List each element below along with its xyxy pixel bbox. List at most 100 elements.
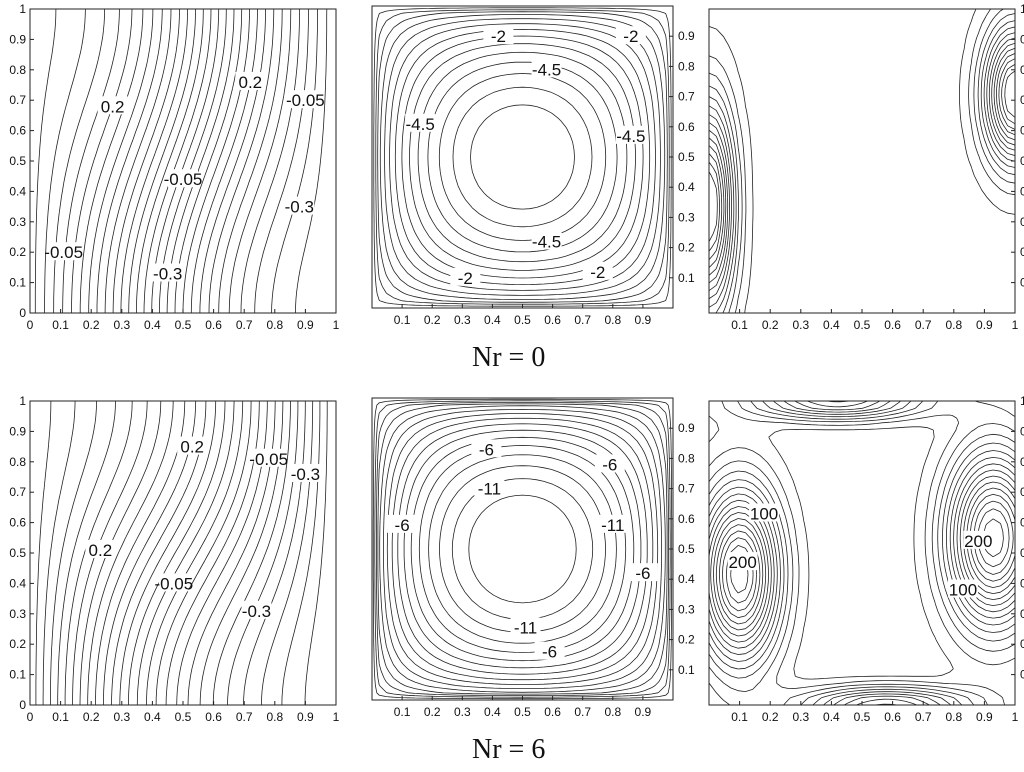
x-tick-label: 0.8 [604, 705, 621, 719]
x-tick-label: 0.3 [792, 710, 809, 724]
y-tick-label: 0.5 [9, 154, 26, 168]
contour-level-label: -2 [458, 269, 473, 288]
y-tick-label: 0.2 [9, 245, 26, 259]
x-tick-label: 0.6 [205, 318, 222, 332]
x-tick-label: 0.4 [823, 710, 840, 724]
x-tick-label: 0.3 [454, 313, 471, 327]
y-tick-label: 0.6 [1020, 124, 1024, 138]
level-label-bg [241, 600, 272, 619]
contour-panel-2: 0.1 0.2 0.3 0.4 0.5 0.6 0.7 0.8 0.9 0.1 0.2 0.3 0.4 0… [371, 5, 695, 327]
y-tick-label: 0.5 [1020, 546, 1024, 560]
level-label-bg [531, 231, 562, 250]
contour-level-label: -0.05 [164, 170, 203, 189]
contour-level-label: -11 [478, 480, 501, 499]
x-tick-label: 0.7 [915, 318, 932, 332]
contour-level-label: -6 [602, 455, 617, 474]
y-tick-label: 0.8 [9, 63, 26, 77]
x-tick-label: 0.9 [976, 318, 993, 332]
x-tick-label: 0.5 [514, 313, 531, 327]
contour-level-label: -4.5 [406, 115, 435, 134]
contour-level-label: 0.2 [180, 438, 204, 457]
x-tick-label: 0.1 [394, 313, 411, 327]
y-tick-label: 0.2 [678, 241, 695, 255]
contour-lines [372, 398, 673, 700]
x-tick-label: 0 [27, 710, 34, 724]
y-tick-label: 0 [19, 306, 26, 320]
contour-level-label: -6 [542, 643, 557, 662]
y-tick-label: 0.7 [9, 93, 26, 107]
x-tick-label: 0.5 [175, 710, 192, 724]
y-tick-label: 0.4 [678, 572, 695, 586]
x-tick-label: 0.9 [976, 710, 993, 724]
x-tick-label: 0.2 [424, 313, 441, 327]
y-tick-label: 0.1 [678, 663, 695, 677]
level-label-bg [597, 514, 628, 533]
panel-frame [29, 8, 337, 314]
x-tick-label: 0.6 [884, 710, 901, 724]
panel-frame [371, 5, 674, 309]
y-tick-label: 0.9 [9, 424, 26, 438]
x-tick-label: 0.9 [297, 710, 314, 724]
y-tick-label: 0.7 [678, 90, 695, 104]
level-label-bg [947, 579, 978, 598]
level-label-bg [627, 563, 658, 582]
x-tick-label: 0.8 [266, 710, 283, 724]
x-tick-label: 0.6 [544, 313, 561, 327]
y-tick-label: 0.2 [1020, 245, 1024, 259]
level-label-bg [253, 448, 284, 467]
contour-level-label: -6 [479, 440, 494, 459]
contour-level-label: -0.3 [242, 602, 271, 621]
level-label-bg [483, 26, 514, 45]
y-tick-label: 0.8 [678, 59, 695, 73]
y-tick-label: 0.4 [678, 180, 695, 194]
x-tick-label: 0.3 [454, 705, 471, 719]
y-tick-label: 0.4 [9, 184, 26, 198]
y-tick-label: 0.9 [678, 29, 695, 43]
x-tick-label: 0.1 [52, 710, 69, 724]
level-label-bg [582, 261, 613, 280]
x-tick-label: 1 [1012, 710, 1019, 724]
x-tick-label: 0.3 [113, 318, 130, 332]
y-tick-label: 0.8 [1020, 63, 1024, 77]
x-tick-label: 0.6 [544, 705, 561, 719]
level-label-bg [727, 552, 758, 571]
x-tick-label: 1 [333, 710, 340, 724]
level-label-bg [387, 514, 418, 533]
level-label-bg [97, 96, 128, 115]
contour-level-label: -4.5 [532, 60, 561, 79]
x-tick-label: 0.3 [113, 710, 130, 724]
y-tick-label: 0.2 [1020, 637, 1024, 651]
x-tick-label: 0.7 [574, 705, 591, 719]
y-tick-label: 0.1 [678, 271, 695, 285]
y-tick-label: 0.7 [9, 485, 26, 499]
y-tick-label: 0.1 [9, 276, 26, 290]
x-tick-label: 0.8 [266, 318, 283, 332]
contour-level-label: 200 [728, 553, 756, 572]
contour-level-label: 200 [964, 532, 992, 551]
y-tick-label: 0.9 [678, 421, 695, 435]
contour-level-label: -0.05 [249, 450, 288, 469]
level-label-bg [615, 125, 646, 144]
contour-level-label: -4.5 [616, 127, 645, 146]
contour-panel-5: 0.1 0.2 0.3 0.4 0.5 0.6 0.7 0.8 0.9 0.1 0.2 0.3 0.4 0… [371, 397, 695, 719]
contour-panel-3: 0.1 0.2 0.3 0.4 0.5 0.6 0.7 0.8 0.9 1 0.1 0.2 0.3 0.4… [708, 2, 1024, 332]
y-tick-label: 0.2 [678, 633, 695, 647]
y-tick-label: 1 [1020, 394, 1024, 408]
x-tick-label: 0.1 [731, 710, 748, 724]
y-tick-label: 0.9 [1020, 424, 1024, 438]
level-label-bg [963, 530, 994, 549]
row-caption-nr0: Nr = 0 [472, 342, 546, 373]
y-tick-label: 0.3 [678, 210, 695, 224]
contour-level-label: 100 [949, 580, 977, 599]
contour-level-label: -11 [601, 516, 624, 535]
contour-level-label: 0.2 [101, 97, 125, 116]
y-tick-label: 1 [19, 2, 26, 16]
contour-lines [709, 401, 1015, 705]
level-label-bg [290, 463, 321, 482]
y-tick-label: 0.2 [9, 637, 26, 651]
contour-lines [373, 7, 672, 307]
level-label-bg [749, 503, 780, 522]
y-tick-label: 0.3 [9, 607, 26, 621]
x-tick-label: 0.2 [83, 710, 100, 724]
contour-level-label: -0.05 [286, 91, 325, 110]
